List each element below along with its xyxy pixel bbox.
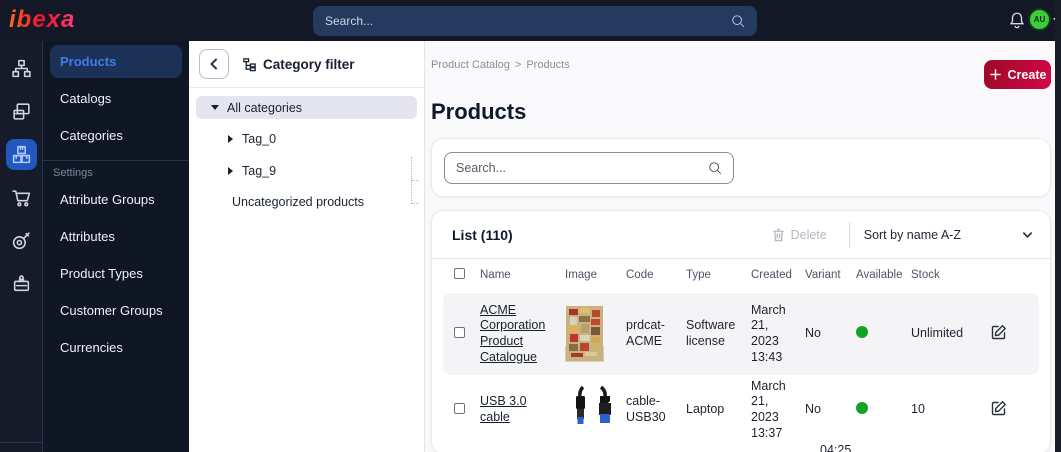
rail-divider [0,442,42,443]
breadcrumb-product-catalog[interactable]: Product Catalog [431,59,510,71]
category-filter-panel: Category filter All categories Tag_0 Tag… [189,41,425,452]
available-status-dot [856,325,868,338]
sidebar-item-currencies[interactable]: Currencies [60,340,123,355]
tree-item-uncategorized[interactable]: Uncategorized products [232,194,365,209]
list-title: List (110) [452,226,513,243]
rail-product-catalog-icon[interactable] [5,139,37,170]
sidebar-item-categories[interactable]: Categories [60,128,123,143]
page-title: Products [431,99,527,124]
caret-down-icon[interactable] [211,105,219,110]
edit-icon [991,324,1006,339]
sort-dropdown[interactable]: Sort by name A-Z [864,228,1034,242]
main-content: Product Catalog > Products Create Products… [425,41,1055,452]
delete-button[interactable]: Delete [772,228,827,242]
chevron-left-icon [210,58,217,70]
chevron-down-icon [1022,232,1033,239]
rail-target-icon[interactable] [6,225,37,256]
sidebar-item-product-types[interactable]: Product Types [60,266,143,281]
divider [848,221,850,248]
search-icon [732,15,745,28]
tree-guide-line [411,180,419,181]
tree-guide-line [411,203,419,204]
category-filter-title: Category filter [263,56,355,72]
ibexa-logo[interactable]: ibexa [9,6,76,33]
sidebar-settings-label: Settings [53,167,93,179]
trash-icon [772,228,784,241]
icon-rail [0,41,43,452]
create-button[interactable]: Create [984,60,1051,89]
rail-badge-icon[interactable] [6,268,37,299]
rail-content-tree-icon[interactable] [6,53,37,84]
product-link-usb[interactable]: USB 3.0 cable [480,394,527,424]
product-search[interactable] [444,152,734,184]
sidebar-nav: Products Catalogs Categories Settings At… [43,41,189,452]
notifications-bell-icon[interactable] [1008,11,1026,29]
page-scrollbar[interactable] [1055,0,1061,452]
rail-pages-icon[interactable] [6,96,37,127]
tree-item-tag0[interactable]: Tag_0 [189,127,424,150]
topbar: ibexa AU [0,0,1061,41]
select-all-checkbox[interactable] [454,268,465,279]
sidebar-item-catalogs[interactable]: Catalogs [60,91,112,106]
plus-icon [989,69,1001,80]
edit-button[interactable] [991,400,1007,419]
sidebar-item-customer-groups[interactable]: Customer Groups [60,303,163,318]
tree-icon [243,57,256,71]
product-list-card: List (110) Delete Sort by name A-Z Name … [431,210,1051,452]
edit-button[interactable] [991,324,1007,343]
search-icon [709,162,721,174]
avatar[interactable]: AU [1028,8,1051,31]
sidebar-divider [43,160,189,161]
breadcrumb: Product Catalog > Products [431,59,570,71]
global-search[interactable] [313,6,757,36]
product-image-usb [565,384,621,434]
rail-cart-icon[interactable] [6,182,37,213]
global-search-input[interactable] [325,14,731,28]
product-link-acme[interactable]: ACME Corporation Product Catalogue [480,302,546,364]
product-image-acme [565,305,604,362]
collapse-panel-button[interactable] [199,49,229,79]
sidebar-item-products[interactable]: Products [50,45,182,78]
table-row: ACME Corporation Product Catalogue [443,293,1039,375]
table-header: Name Image Code Type Created Variant Ava… [432,259,1050,291]
row-checkbox[interactable] [454,327,465,338]
breadcrumb-products[interactable]: Products [526,59,570,71]
clipped-created-text: 04:25 [820,443,852,452]
caret-right-icon[interactable] [228,134,233,143]
product-search-input[interactable] [456,161,708,175]
search-card [431,138,1051,197]
usb-cable-thumbnail [565,384,621,431]
available-status-dot [856,401,868,414]
acme-collage-thumbnail [566,305,603,358]
sidebar-item-attributes[interactable]: Attributes [60,229,115,244]
tree-item-tag9[interactable]: Tag_9 [189,159,424,182]
row-checkbox[interactable] [454,403,465,414]
sidebar-item-attribute-groups[interactable]: Attribute Groups [60,192,155,207]
tree-item-all-categories[interactable]: All categories [196,96,417,119]
tree-guide-line [411,157,412,201]
edit-icon [991,400,1006,415]
caret-right-icon[interactable] [228,166,233,175]
table-row: USB 3.0 cable cable-USB [443,377,1039,443]
